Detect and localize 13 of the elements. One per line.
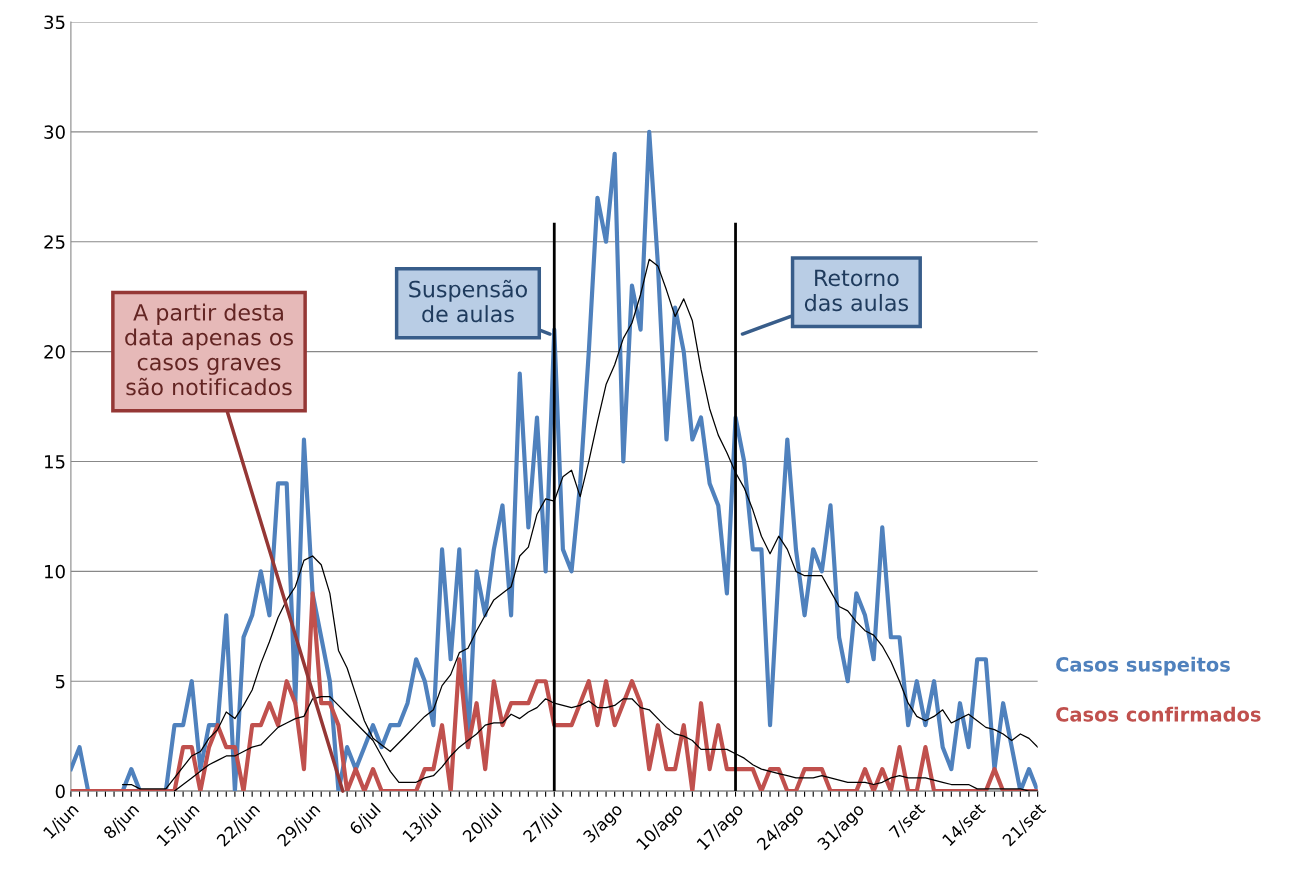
- y-tick-label: 35: [44, 15, 65, 30]
- y-tick-label: 15: [45, 455, 65, 469]
- y-tick-label: 0: [55, 784, 65, 799]
- annotation: A partir desta data apenas os casos graves são notificados: [125, 303, 293, 396]
- y-tick-label: 5: [55, 674, 65, 689]
- y-tick-label: 25: [44, 235, 65, 249]
- y-tick-label: 20: [44, 345, 65, 359]
- y-tick-label: 30: [44, 125, 65, 139]
- annotation: Suspensão de aulas: [409, 279, 527, 323]
- y-tick-label: 10: [45, 564, 65, 579]
- annotation: Retorno das aulas: [804, 269, 909, 312]
- text: Casos suspeitos: [1056, 656, 1230, 676]
- text: Casos confirmados: [1056, 706, 1261, 722]
